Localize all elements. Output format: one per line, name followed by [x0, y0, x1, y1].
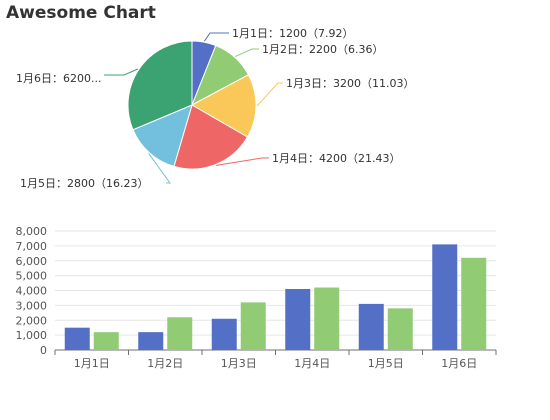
x-tick-label: 1月6日	[441, 357, 477, 370]
pie-label: 1月4日：4200（21.43）	[272, 152, 400, 165]
y-tick-label: 0	[40, 344, 47, 357]
pie-label: 1月1日：1200（7.92）	[232, 27, 353, 40]
pie-leader-line	[235, 48, 259, 58]
pie-leader-line	[148, 153, 171, 184]
pie-slice	[127, 40, 193, 131]
pie-label: 1月2日：2200（6.36）	[262, 43, 383, 56]
y-tick-label: 1,000	[16, 329, 48, 342]
pie-leader-line	[256, 82, 283, 107]
pie-label: 1月5日：2800（16.23）	[20, 177, 148, 190]
y-tick-label: 5,000	[16, 270, 48, 283]
x-tick-label: 1月5日	[368, 357, 404, 370]
bar	[93, 332, 119, 350]
x-tick-label: 1月2日	[147, 357, 183, 370]
y-tick-label: 6,000	[16, 255, 48, 268]
pie-slice	[190, 74, 257, 138]
y-tick-label: 4,000	[16, 285, 48, 298]
y-tick-label: 7,000	[16, 240, 48, 253]
bar	[314, 287, 340, 350]
pie-label: 1月6日：6200...	[16, 72, 101, 85]
pie-slice	[132, 104, 193, 168]
bar	[358, 303, 384, 350]
bar	[167, 317, 193, 350]
bar	[138, 332, 164, 350]
y-tick-label: 3,000	[16, 299, 48, 312]
pie-leader-line	[216, 157, 269, 166]
pie-chart: 1月1日：1200（7.92） 1月2日：2200（6.36） 1月3日：3200（…	[16, 27, 414, 190]
bar	[432, 244, 458, 350]
bar	[240, 302, 266, 350]
bar	[211, 318, 237, 350]
y-tick-label: 8,000	[16, 225, 48, 238]
pie-label: 1月3日：3200（11.03）	[286, 77, 414, 90]
pie-slice	[173, 104, 249, 170]
x-tick-label: 1月4日	[294, 357, 330, 370]
pie-leader-line	[104, 68, 139, 76]
chart-title: Awesome Chart	[6, 3, 156, 23]
x-tick-label: 1月3日	[221, 357, 257, 370]
y-tick-label: 2,000	[16, 314, 48, 327]
bar	[387, 308, 413, 350]
bar	[285, 289, 311, 350]
bar	[64, 327, 90, 350]
pie-leader-line	[203, 32, 229, 42]
bar	[461, 257, 487, 350]
x-tick-label: 1月1日	[74, 357, 110, 370]
